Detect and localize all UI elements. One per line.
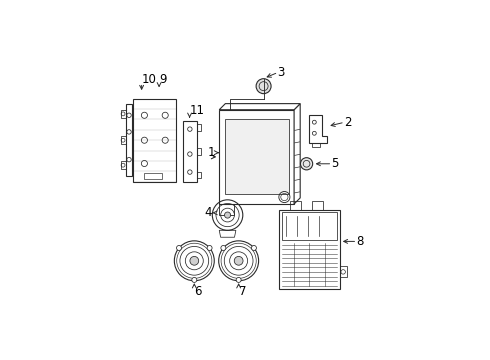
Bar: [279, 210, 340, 288]
Polygon shape: [294, 104, 300, 204]
Bar: [133, 99, 176, 182]
Bar: [125, 104, 132, 176]
Text: 2: 2: [344, 116, 351, 129]
Text: 7: 7: [239, 285, 246, 298]
Circle shape: [256, 79, 271, 94]
Text: 10: 10: [142, 73, 156, 86]
Circle shape: [224, 212, 231, 218]
Text: 11: 11: [190, 104, 205, 117]
Text: 6: 6: [195, 285, 202, 298]
Circle shape: [190, 256, 198, 265]
Circle shape: [300, 158, 313, 170]
Circle shape: [221, 246, 226, 251]
Text: 9: 9: [159, 73, 167, 86]
Circle shape: [236, 278, 241, 283]
Bar: [145, 173, 162, 179]
Text: 4: 4: [205, 206, 212, 219]
Bar: [183, 121, 196, 182]
Circle shape: [192, 278, 197, 283]
Circle shape: [176, 246, 181, 251]
Text: 3: 3: [277, 66, 285, 79]
Text: 1: 1: [208, 146, 216, 159]
Polygon shape: [219, 104, 300, 110]
Text: 8: 8: [356, 235, 364, 248]
Circle shape: [251, 246, 256, 251]
Bar: [282, 212, 337, 240]
Bar: [225, 120, 289, 194]
Circle shape: [234, 256, 243, 265]
Text: 5: 5: [332, 157, 339, 170]
Circle shape: [207, 246, 212, 251]
